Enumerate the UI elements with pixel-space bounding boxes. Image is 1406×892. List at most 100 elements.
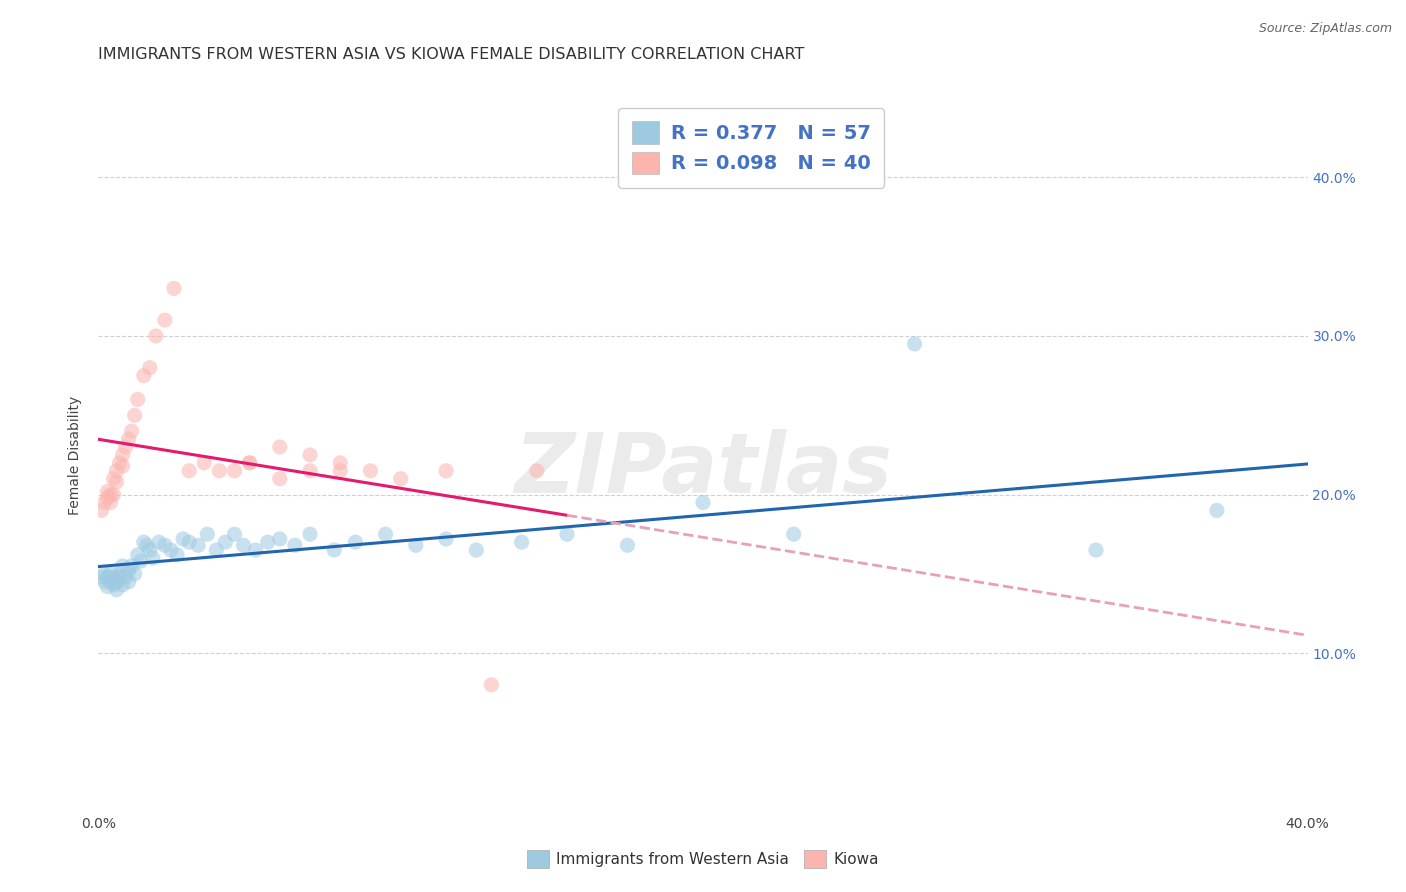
Point: [195, 527, 218, 541]
Point: [299, 464, 322, 478]
Point: [124, 566, 146, 581]
Point: [103, 487, 125, 501]
Point: [105, 582, 128, 597]
Point: [118, 564, 141, 578]
Point: [111, 578, 134, 592]
Point: [323, 543, 346, 558]
Point: [153, 538, 176, 552]
Point: [510, 535, 533, 549]
Point: [108, 456, 131, 470]
Point: [329, 456, 352, 470]
Point: [269, 440, 291, 454]
Point: [1085, 543, 1108, 558]
Point: [114, 570, 136, 584]
Point: [172, 532, 194, 546]
Point: [224, 527, 246, 541]
Point: [284, 538, 307, 552]
Point: [90, 570, 112, 584]
Point: [160, 543, 183, 558]
Point: [374, 527, 396, 541]
Point: [118, 574, 141, 589]
Point: [389, 472, 412, 486]
Legend: Immigrants from Western Asia, Kiowa: Immigrants from Western Asia, Kiowa: [519, 843, 887, 875]
Point: [111, 448, 134, 462]
Point: [214, 535, 236, 549]
Point: [132, 535, 155, 549]
Point: [1206, 503, 1229, 517]
Point: [132, 368, 155, 383]
Point: [121, 424, 143, 438]
Point: [555, 527, 578, 541]
Point: [329, 464, 352, 478]
Point: [121, 558, 143, 573]
Point: [142, 551, 165, 566]
Point: [139, 360, 162, 375]
Point: [103, 578, 125, 592]
Point: [100, 566, 122, 581]
Point: [783, 527, 806, 541]
Point: [299, 448, 322, 462]
Text: Source: ZipAtlas.com: Source: ZipAtlas.com: [1258, 22, 1392, 36]
Point: [205, 543, 228, 558]
Point: [148, 535, 170, 549]
Text: ZIPatlas: ZIPatlas: [515, 429, 891, 509]
Point: [100, 574, 122, 589]
Point: [127, 548, 149, 562]
Point: [526, 464, 548, 478]
Point: [256, 535, 278, 549]
Point: [239, 456, 262, 470]
Point: [96, 580, 118, 594]
Y-axis label: Female Disability: Female Disability: [69, 395, 83, 515]
Point: [118, 432, 141, 446]
Point: [179, 535, 201, 549]
Text: IMMIGRANTS FROM WESTERN ASIA VS KIOWA FEMALE DISABILITY CORRELATION CHART: IMMIGRANTS FROM WESTERN ASIA VS KIOWA FE…: [98, 47, 804, 62]
Point: [139, 543, 162, 558]
Point: [129, 554, 152, 568]
Point: [187, 538, 209, 552]
Point: [100, 495, 122, 509]
Point: [111, 558, 134, 573]
Point: [616, 538, 638, 552]
Point: [135, 538, 157, 552]
Point: [93, 495, 115, 509]
Point: [93, 566, 115, 581]
Point: [100, 487, 122, 501]
Point: [224, 464, 246, 478]
Point: [103, 570, 125, 584]
Point: [904, 337, 927, 351]
Point: [360, 464, 382, 478]
Point: [124, 409, 146, 423]
Point: [103, 472, 125, 486]
Point: [269, 472, 291, 486]
Point: [179, 464, 201, 478]
Point: [105, 475, 128, 489]
Point: [96, 570, 118, 584]
Point: [163, 281, 186, 295]
Point: [193, 456, 215, 470]
Point: [245, 543, 267, 558]
Point: [96, 484, 118, 499]
Point: [145, 329, 167, 343]
Point: [344, 535, 367, 549]
Point: [153, 313, 176, 327]
Point: [239, 456, 262, 470]
Point: [208, 464, 231, 478]
Point: [108, 566, 131, 581]
Point: [232, 538, 254, 552]
Point: [105, 574, 128, 589]
Point: [434, 464, 457, 478]
Point: [299, 527, 322, 541]
Point: [269, 532, 291, 546]
Point: [93, 574, 115, 589]
Point: [111, 458, 134, 473]
Point: [434, 532, 457, 546]
Point: [481, 678, 503, 692]
Point: [127, 392, 149, 407]
Point: [166, 548, 188, 562]
Point: [105, 464, 128, 478]
Point: [114, 440, 136, 454]
Point: [405, 538, 427, 552]
Point: [465, 543, 488, 558]
Point: [96, 491, 118, 505]
Point: [108, 570, 131, 584]
